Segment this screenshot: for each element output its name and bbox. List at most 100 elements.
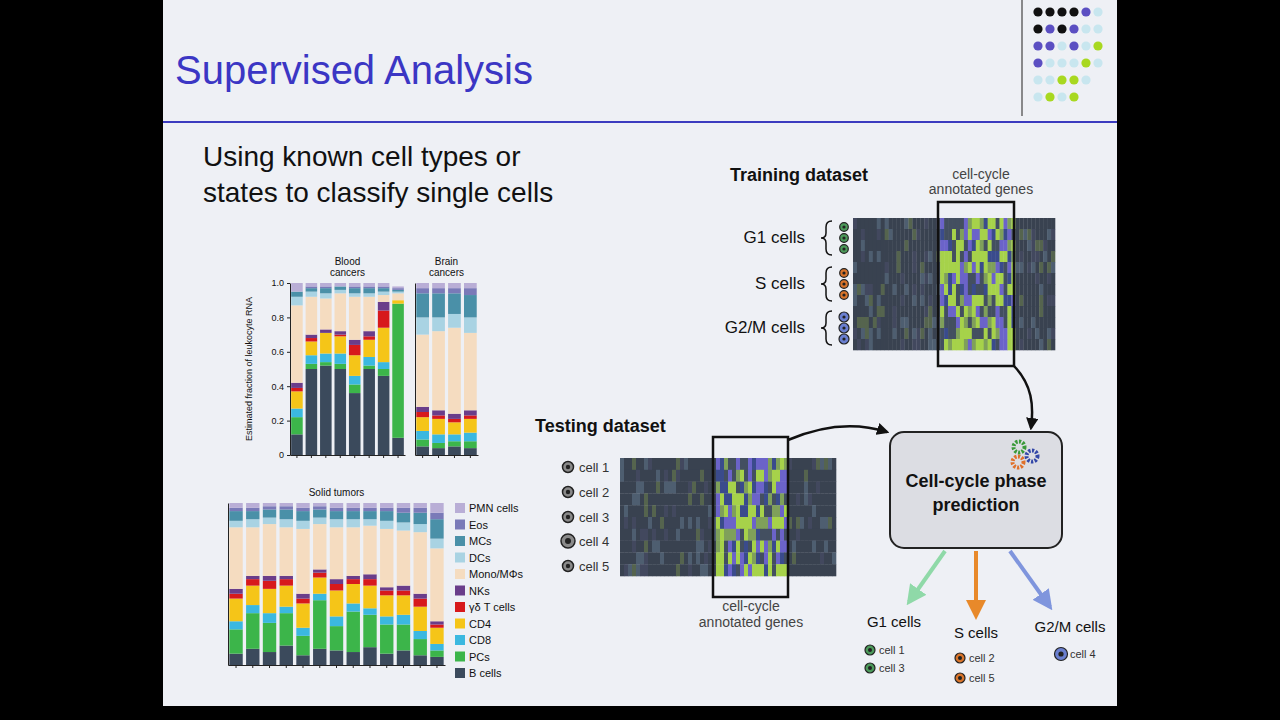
decor-dot <box>1081 7 1090 16</box>
heatmap-cell <box>620 564 624 576</box>
bar-segment <box>306 369 318 455</box>
heatmap-cell <box>692 458 696 470</box>
heatmap-cell <box>660 529 664 541</box>
heatmap-cell <box>897 317 901 328</box>
heatmap-cell <box>904 218 908 229</box>
bar-segment <box>313 594 326 600</box>
bar-segment <box>448 434 461 441</box>
heatmap-cell <box>881 240 885 251</box>
heatmap-cell <box>832 505 836 517</box>
heatmap-cell <box>744 564 748 576</box>
heatmap-cell <box>716 493 720 505</box>
heatmap-cell <box>861 218 865 229</box>
heatmap-cell <box>1047 218 1051 229</box>
heatmap-cell <box>776 482 780 494</box>
heatmap-cell <box>885 218 889 229</box>
bar-segment <box>291 391 303 408</box>
y-tick-label: 0.6 <box>271 347 284 357</box>
decor-dot <box>1093 41 1102 50</box>
cell-nucleus <box>842 326 845 329</box>
bar-segment <box>306 288 318 291</box>
heatmap-cell <box>816 529 820 541</box>
bar-segment <box>296 636 309 655</box>
heatmap-cell <box>620 493 624 505</box>
heatmap-cell <box>808 541 812 553</box>
heatmap-cell <box>820 482 824 494</box>
heatmap-cell <box>901 262 905 273</box>
bar-segment <box>246 579 259 585</box>
test-cell-label: cell 4 <box>579 534 609 549</box>
legend-label: CD4 <box>469 618 491 630</box>
heatmap-cell <box>1015 284 1019 295</box>
heatmap-cell <box>948 251 952 262</box>
cell-icon <box>561 534 575 548</box>
heatmap-cell <box>904 229 908 240</box>
x-tick <box>354 455 355 458</box>
heatmap-cell <box>912 229 916 240</box>
x-tick-mark <box>470 455 471 458</box>
heatmap-cell <box>624 458 628 470</box>
heatmap-cell <box>832 470 836 482</box>
bar-segment <box>363 286 375 288</box>
bar-segment <box>363 526 376 575</box>
heatmap-cell <box>853 339 857 350</box>
heatmap-cell <box>1007 284 1011 295</box>
testing-genes-label: cell-cycleannotated genes <box>699 598 803 630</box>
heatmap-cell <box>724 541 728 553</box>
output-cell-label: cell 1 <box>879 644 905 656</box>
bar-segment <box>320 288 332 293</box>
heatmap-cell <box>820 470 824 482</box>
heatmap-cell <box>984 317 988 328</box>
heatmap-cell <box>972 262 976 273</box>
heatmap-cell <box>772 482 776 494</box>
heatmap-cell <box>684 470 688 482</box>
heatmap-cell <box>968 328 972 339</box>
bar-segment <box>392 304 404 438</box>
heatmap-cell <box>760 517 764 529</box>
heatmap-cell <box>768 541 772 553</box>
heatmap-cell <box>628 564 632 576</box>
heatmap-cell <box>968 317 972 328</box>
heatmap-cell <box>800 541 804 553</box>
heatmap-cell <box>877 229 881 240</box>
heatmap-cell <box>688 470 692 482</box>
heatmap-cell <box>964 218 968 229</box>
bar-segment <box>320 283 332 286</box>
heatmap-cell <box>908 295 912 306</box>
training-title: Training dataset <box>730 165 868 185</box>
bar-segment <box>296 599 309 604</box>
heatmap-cell <box>885 273 889 284</box>
heatmap-cell <box>624 470 628 482</box>
x-tick <box>311 455 312 458</box>
heatmap-cell <box>861 229 865 240</box>
heatmap-cell <box>988 229 992 240</box>
heatmap-cell <box>680 458 684 470</box>
cell-nucleus <box>1058 651 1063 656</box>
heatmap-cell <box>688 552 692 564</box>
heatmap-cell <box>897 295 901 306</box>
heatmap-cell <box>956 328 960 339</box>
heatmap-cell <box>708 482 712 494</box>
heatmap-cell <box>800 552 804 564</box>
heatmap-cell <box>776 517 780 529</box>
heatmap-cell <box>1000 306 1004 317</box>
heatmap-cell <box>824 493 828 505</box>
heatmap-cell <box>996 328 1000 339</box>
heatmap-cell <box>732 541 736 553</box>
heatmap-cell <box>652 493 656 505</box>
heatmap-cell <box>688 517 692 529</box>
heatmap-cell <box>676 564 680 576</box>
heatmap-cell <box>1023 284 1027 295</box>
heatmap-cell <box>720 505 724 517</box>
heatmap-cell <box>1043 306 1047 317</box>
cell-icon <box>840 269 849 278</box>
heatmap-cell <box>881 328 885 339</box>
heatmap-cell <box>776 564 780 576</box>
heatmap-cell <box>768 458 772 470</box>
decor-dot <box>1057 58 1066 67</box>
heatmap-cell <box>756 470 760 482</box>
heatmap-cell <box>1023 306 1027 317</box>
heatmap-cell <box>808 564 812 576</box>
heatmap-cell <box>648 458 652 470</box>
heatmap-cell <box>944 284 948 295</box>
